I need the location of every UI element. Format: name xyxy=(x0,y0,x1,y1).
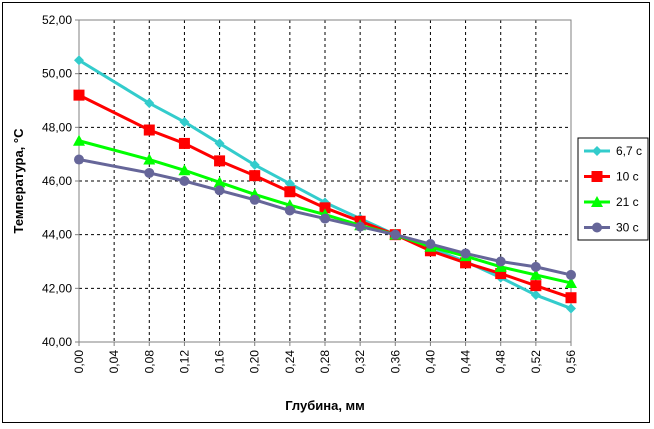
series-line xyxy=(78,58,572,310)
y-tick-label: 48,00 xyxy=(42,120,72,134)
data-point xyxy=(284,205,295,216)
y-tick-label: 44,00 xyxy=(42,228,72,242)
data-point xyxy=(284,178,295,189)
data-point xyxy=(179,176,190,186)
series-4 xyxy=(74,154,576,280)
data-point xyxy=(530,290,541,301)
x-tick-label: 0,32 xyxy=(353,350,367,374)
data-point xyxy=(460,257,472,269)
data-point xyxy=(214,138,225,149)
legend-label: 30 с xyxy=(616,221,639,235)
data-point xyxy=(319,202,331,214)
data-point xyxy=(495,268,507,280)
x-tick-label: 0,40 xyxy=(423,350,437,374)
legend-item: 30 с xyxy=(584,221,639,235)
x-tick-label: 0,16 xyxy=(213,350,227,374)
legend-marker xyxy=(592,146,602,156)
data-point xyxy=(566,303,576,314)
data-point xyxy=(460,248,471,259)
legend-marker xyxy=(591,171,603,182)
axis-ticks: 40,00 42,00 44,00 46,00 48,00 50,00 52,00 0,00 0… xyxy=(42,13,578,373)
legend-marker xyxy=(592,222,602,233)
data-point xyxy=(143,124,155,136)
series-group xyxy=(73,55,577,314)
data-point xyxy=(320,213,330,224)
legend-item: 6,7 с xyxy=(584,144,642,158)
x-tick-label: 0,20 xyxy=(248,350,262,374)
legend-label: 21 с xyxy=(616,195,639,209)
line-chart: 40,00 42,00 44,00 46,00 48,00 50,00 52,00 0,00 0… xyxy=(11,13,649,413)
y-tick-label: 42,00 xyxy=(42,281,72,295)
data-point xyxy=(355,221,366,232)
data-point xyxy=(530,280,542,292)
x-tick-label: 0,00 xyxy=(72,350,86,374)
data-point xyxy=(213,176,226,188)
data-point xyxy=(144,98,155,109)
grid xyxy=(79,20,571,342)
y-tick-label: 52,00 xyxy=(42,13,72,27)
y-tick-label: 40,00 xyxy=(42,335,72,349)
legend-label: 10 с xyxy=(616,170,639,184)
data-point xyxy=(144,167,155,178)
data-point xyxy=(390,229,401,240)
chart-frame: 40,00 42,00 44,00 46,00 48,00 50,00 52,00 0,00 0… xyxy=(2,2,650,423)
legend-box xyxy=(577,137,649,241)
data-point xyxy=(74,55,84,66)
legend-item: 10 с xyxy=(584,170,639,184)
legend-marker xyxy=(591,196,603,207)
data-point xyxy=(249,159,260,170)
data-point xyxy=(249,170,261,182)
x-tick-label: 0,08 xyxy=(142,350,156,374)
data-point xyxy=(179,116,190,127)
data-point xyxy=(74,154,84,165)
data-point xyxy=(143,153,156,165)
data-point xyxy=(565,292,577,304)
legend-item: 21 с xyxy=(584,195,639,209)
y-tick-label: 50,00 xyxy=(42,67,72,81)
data-point xyxy=(73,89,85,101)
data-point xyxy=(565,276,577,288)
series-line xyxy=(78,158,572,277)
data-point xyxy=(530,261,541,272)
x-tick-label: 0,48 xyxy=(494,350,508,374)
x-tick-label: 0,36 xyxy=(388,350,402,374)
data-point xyxy=(495,256,506,267)
data-point xyxy=(73,134,85,146)
legend: 6,7 с 10 с 21 с 30 с xyxy=(577,137,649,241)
x-tick-label: 0,56 xyxy=(564,350,578,374)
y-tick-label: 46,00 xyxy=(42,174,72,188)
y-axis-title: Температура, °С xyxy=(11,128,26,234)
x-tick-label: 0,52 xyxy=(529,350,543,374)
x-tick-label: 0,24 xyxy=(283,350,297,374)
x-tick-label: 0,44 xyxy=(459,350,473,374)
x-axis-title: Глубина, мм xyxy=(285,398,365,413)
data-point xyxy=(178,137,190,149)
x-tick-label: 0,12 xyxy=(177,350,191,374)
series-line xyxy=(78,139,572,285)
data-point xyxy=(178,164,191,176)
x-tick-label: 0,04 xyxy=(107,350,121,374)
data-point xyxy=(214,155,226,167)
data-point xyxy=(425,239,436,250)
data-point xyxy=(214,185,225,196)
data-point xyxy=(529,268,542,280)
data-point xyxy=(249,194,260,205)
data-point xyxy=(566,269,576,280)
x-tick-label: 0,28 xyxy=(318,350,332,374)
data-point xyxy=(284,186,296,198)
legend-label: 6,7 с xyxy=(616,144,642,158)
